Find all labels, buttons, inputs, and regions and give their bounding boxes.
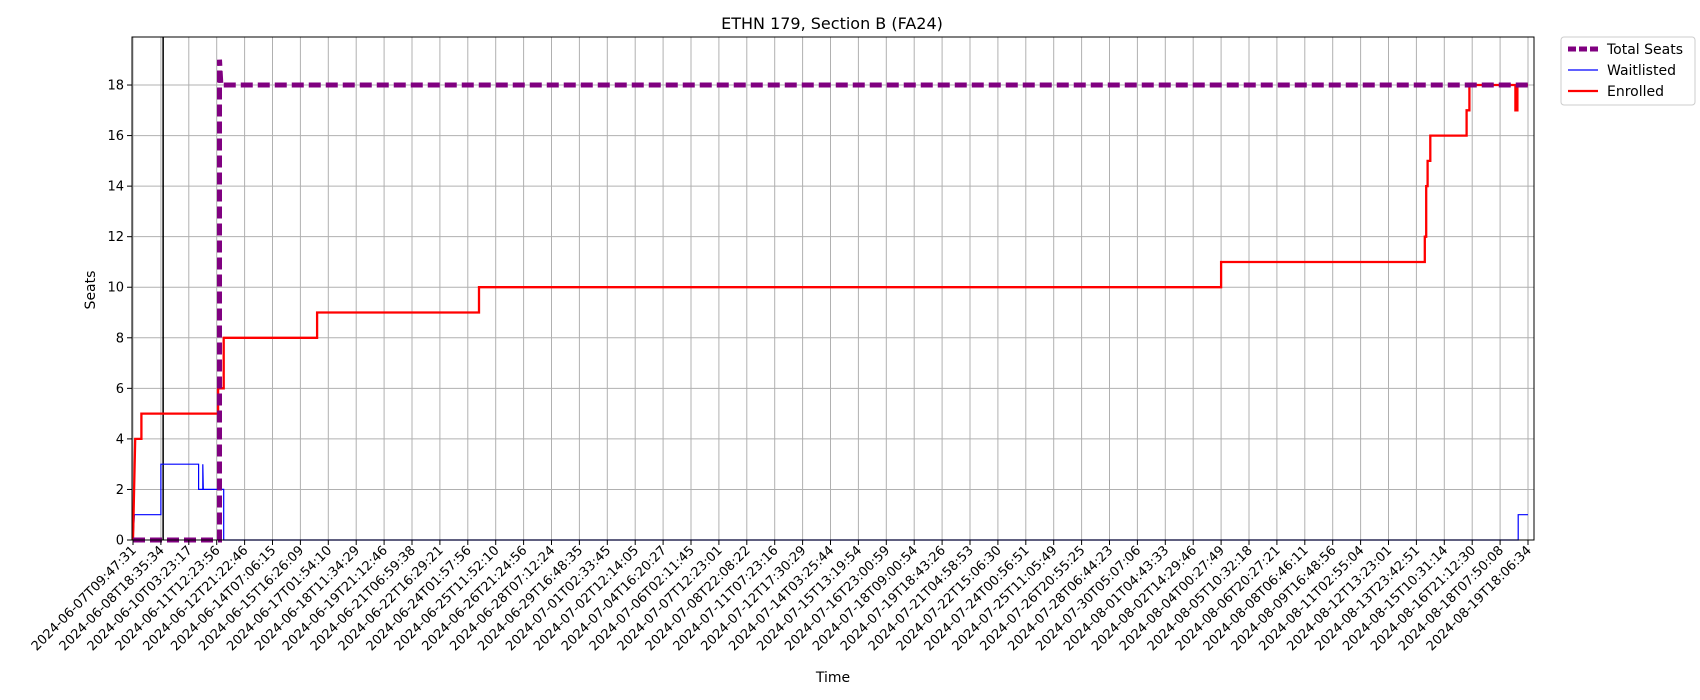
y-tick-label: 12 xyxy=(107,230,124,245)
chart-title: ETHN 179, Section B (FA24) xyxy=(721,14,943,33)
legend-box xyxy=(1560,36,1696,106)
plot-frame xyxy=(131,36,1535,541)
y-tick-label: 2 xyxy=(116,483,124,498)
x-axis: 2024-06-07T09:47:312024-06-08T18:35:3420… xyxy=(29,540,1535,654)
grid xyxy=(132,37,1534,541)
y-axis-title: Seats xyxy=(83,271,99,310)
y-tick-label: 18 xyxy=(107,79,124,94)
y-tick-label: 14 xyxy=(107,180,124,195)
y-tick-label: 6 xyxy=(116,382,124,397)
legend: Total Seats Waitlisted Enrolled xyxy=(1560,36,1696,106)
y-tick-label: 8 xyxy=(116,331,124,346)
y-axis: 0 2 4 6 8 10 12 14 16 18 xyxy=(107,79,132,549)
y-tick-label: 10 xyxy=(107,281,124,296)
y-tick-label: 0 xyxy=(116,534,124,549)
legend-label: Total Seats xyxy=(1606,42,1683,58)
x-axis-title: Time xyxy=(815,670,850,686)
y-tick-label: 16 xyxy=(107,129,124,144)
legend-label: Waitlisted xyxy=(1607,63,1676,79)
legend-label: Enrolled xyxy=(1607,84,1664,100)
y-tick-label: 4 xyxy=(116,432,124,447)
